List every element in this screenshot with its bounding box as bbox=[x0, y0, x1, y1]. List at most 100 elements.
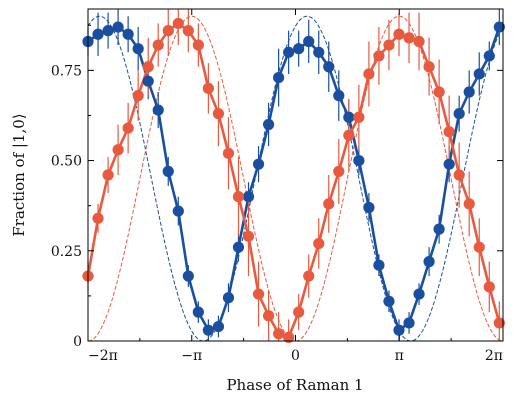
data-point bbox=[493, 21, 505, 33]
data-point bbox=[142, 75, 154, 87]
data-point bbox=[313, 46, 325, 58]
data-point bbox=[383, 39, 395, 51]
data-point bbox=[222, 147, 235, 159]
data-point bbox=[262, 310, 275, 322]
data-point bbox=[323, 198, 335, 210]
data-point bbox=[303, 35, 315, 48]
data-point bbox=[283, 331, 295, 343]
data-point bbox=[212, 108, 225, 120]
y-tick-label: 0.50 bbox=[51, 154, 82, 170]
data-point bbox=[413, 35, 425, 48]
data-point bbox=[383, 295, 395, 307]
x-tick-label: −2π bbox=[88, 348, 118, 364]
data-point bbox=[363, 68, 375, 80]
theory-curve-0 bbox=[88, 15, 503, 341]
data-point bbox=[112, 144, 124, 156]
data-point bbox=[152, 104, 164, 116]
data-point bbox=[202, 82, 214, 94]
data-point bbox=[172, 205, 184, 217]
data-point bbox=[443, 158, 455, 170]
y-tick-label: 0.25 bbox=[51, 244, 82, 260]
data-point bbox=[333, 165, 345, 177]
data-point bbox=[333, 90, 345, 102]
data-point bbox=[353, 154, 365, 167]
data-point bbox=[323, 61, 335, 73]
data-point bbox=[252, 288, 265, 300]
series-line-0 bbox=[88, 25, 501, 332]
x-axis-title: Phase of Raman 1 bbox=[226, 376, 363, 394]
data-point bbox=[473, 241, 485, 253]
data-point bbox=[232, 191, 245, 203]
data-point bbox=[413, 288, 425, 300]
data-point bbox=[142, 61, 154, 73]
data-point bbox=[122, 122, 134, 134]
y-tick-label: 0.75 bbox=[51, 63, 82, 79]
data-point bbox=[162, 165, 174, 177]
data-point bbox=[353, 111, 365, 123]
data-point bbox=[433, 223, 445, 235]
data-point bbox=[122, 28, 134, 40]
data-point bbox=[493, 317, 505, 329]
data-points bbox=[82, 17, 505, 343]
data-point bbox=[443, 126, 455, 138]
data-point bbox=[162, 25, 174, 37]
y-tick-label: 0 bbox=[73, 334, 82, 350]
theory-curve-1 bbox=[88, 15, 503, 341]
data-point bbox=[373, 50, 385, 62]
data-point bbox=[132, 43, 144, 55]
data-point bbox=[293, 43, 305, 55]
data-point bbox=[273, 71, 285, 84]
axis-ticks: −2π −π 0 π 2π 0 0.25 0.50 0.75 bbox=[51, 9, 504, 364]
data-point bbox=[423, 61, 435, 73]
data-point bbox=[283, 46, 295, 58]
data-point bbox=[273, 328, 285, 340]
data-point bbox=[102, 169, 114, 181]
data-point bbox=[293, 306, 305, 318]
data-point bbox=[433, 86, 445, 98]
data-point bbox=[303, 270, 315, 282]
data-point bbox=[242, 191, 255, 203]
data-point bbox=[453, 108, 465, 120]
data-point bbox=[463, 198, 475, 210]
data-point bbox=[473, 68, 485, 80]
data-point bbox=[232, 241, 245, 253]
data-point bbox=[453, 169, 465, 181]
data-point bbox=[222, 292, 235, 304]
data-point bbox=[463, 86, 475, 98]
data-point bbox=[112, 21, 124, 33]
y-axis-title: Fraction of |1,0⟩ bbox=[10, 113, 28, 236]
data-point bbox=[403, 32, 415, 44]
data-point bbox=[92, 212, 104, 224]
data-point bbox=[343, 129, 355, 141]
data-point bbox=[483, 50, 495, 62]
data-point bbox=[202, 324, 214, 336]
data-point bbox=[252, 158, 265, 170]
theory-curves bbox=[88, 15, 503, 341]
data-point bbox=[192, 306, 204, 318]
data-point bbox=[182, 25, 194, 37]
x-tick-label: 0 bbox=[291, 348, 300, 364]
data-point bbox=[172, 17, 184, 30]
data-point bbox=[182, 270, 194, 282]
data-point bbox=[192, 39, 204, 51]
data-point bbox=[262, 118, 275, 131]
data-point bbox=[152, 39, 164, 51]
data-point bbox=[102, 25, 114, 37]
x-tick-label: 2π bbox=[485, 348, 503, 364]
data-point bbox=[423, 256, 435, 268]
data-point bbox=[92, 28, 104, 40]
data-point bbox=[483, 281, 495, 293]
data-point bbox=[373, 259, 385, 271]
data-point bbox=[393, 324, 405, 336]
data-point bbox=[242, 230, 255, 242]
data-point bbox=[393, 28, 405, 40]
data-point bbox=[363, 201, 375, 214]
x-tick-label: −π bbox=[181, 348, 202, 364]
data-point bbox=[212, 320, 225, 333]
data-point bbox=[343, 111, 355, 123]
data-point bbox=[132, 90, 144, 102]
data-point bbox=[403, 317, 415, 329]
data-point bbox=[313, 237, 325, 250]
x-tick-label: π bbox=[395, 348, 404, 364]
